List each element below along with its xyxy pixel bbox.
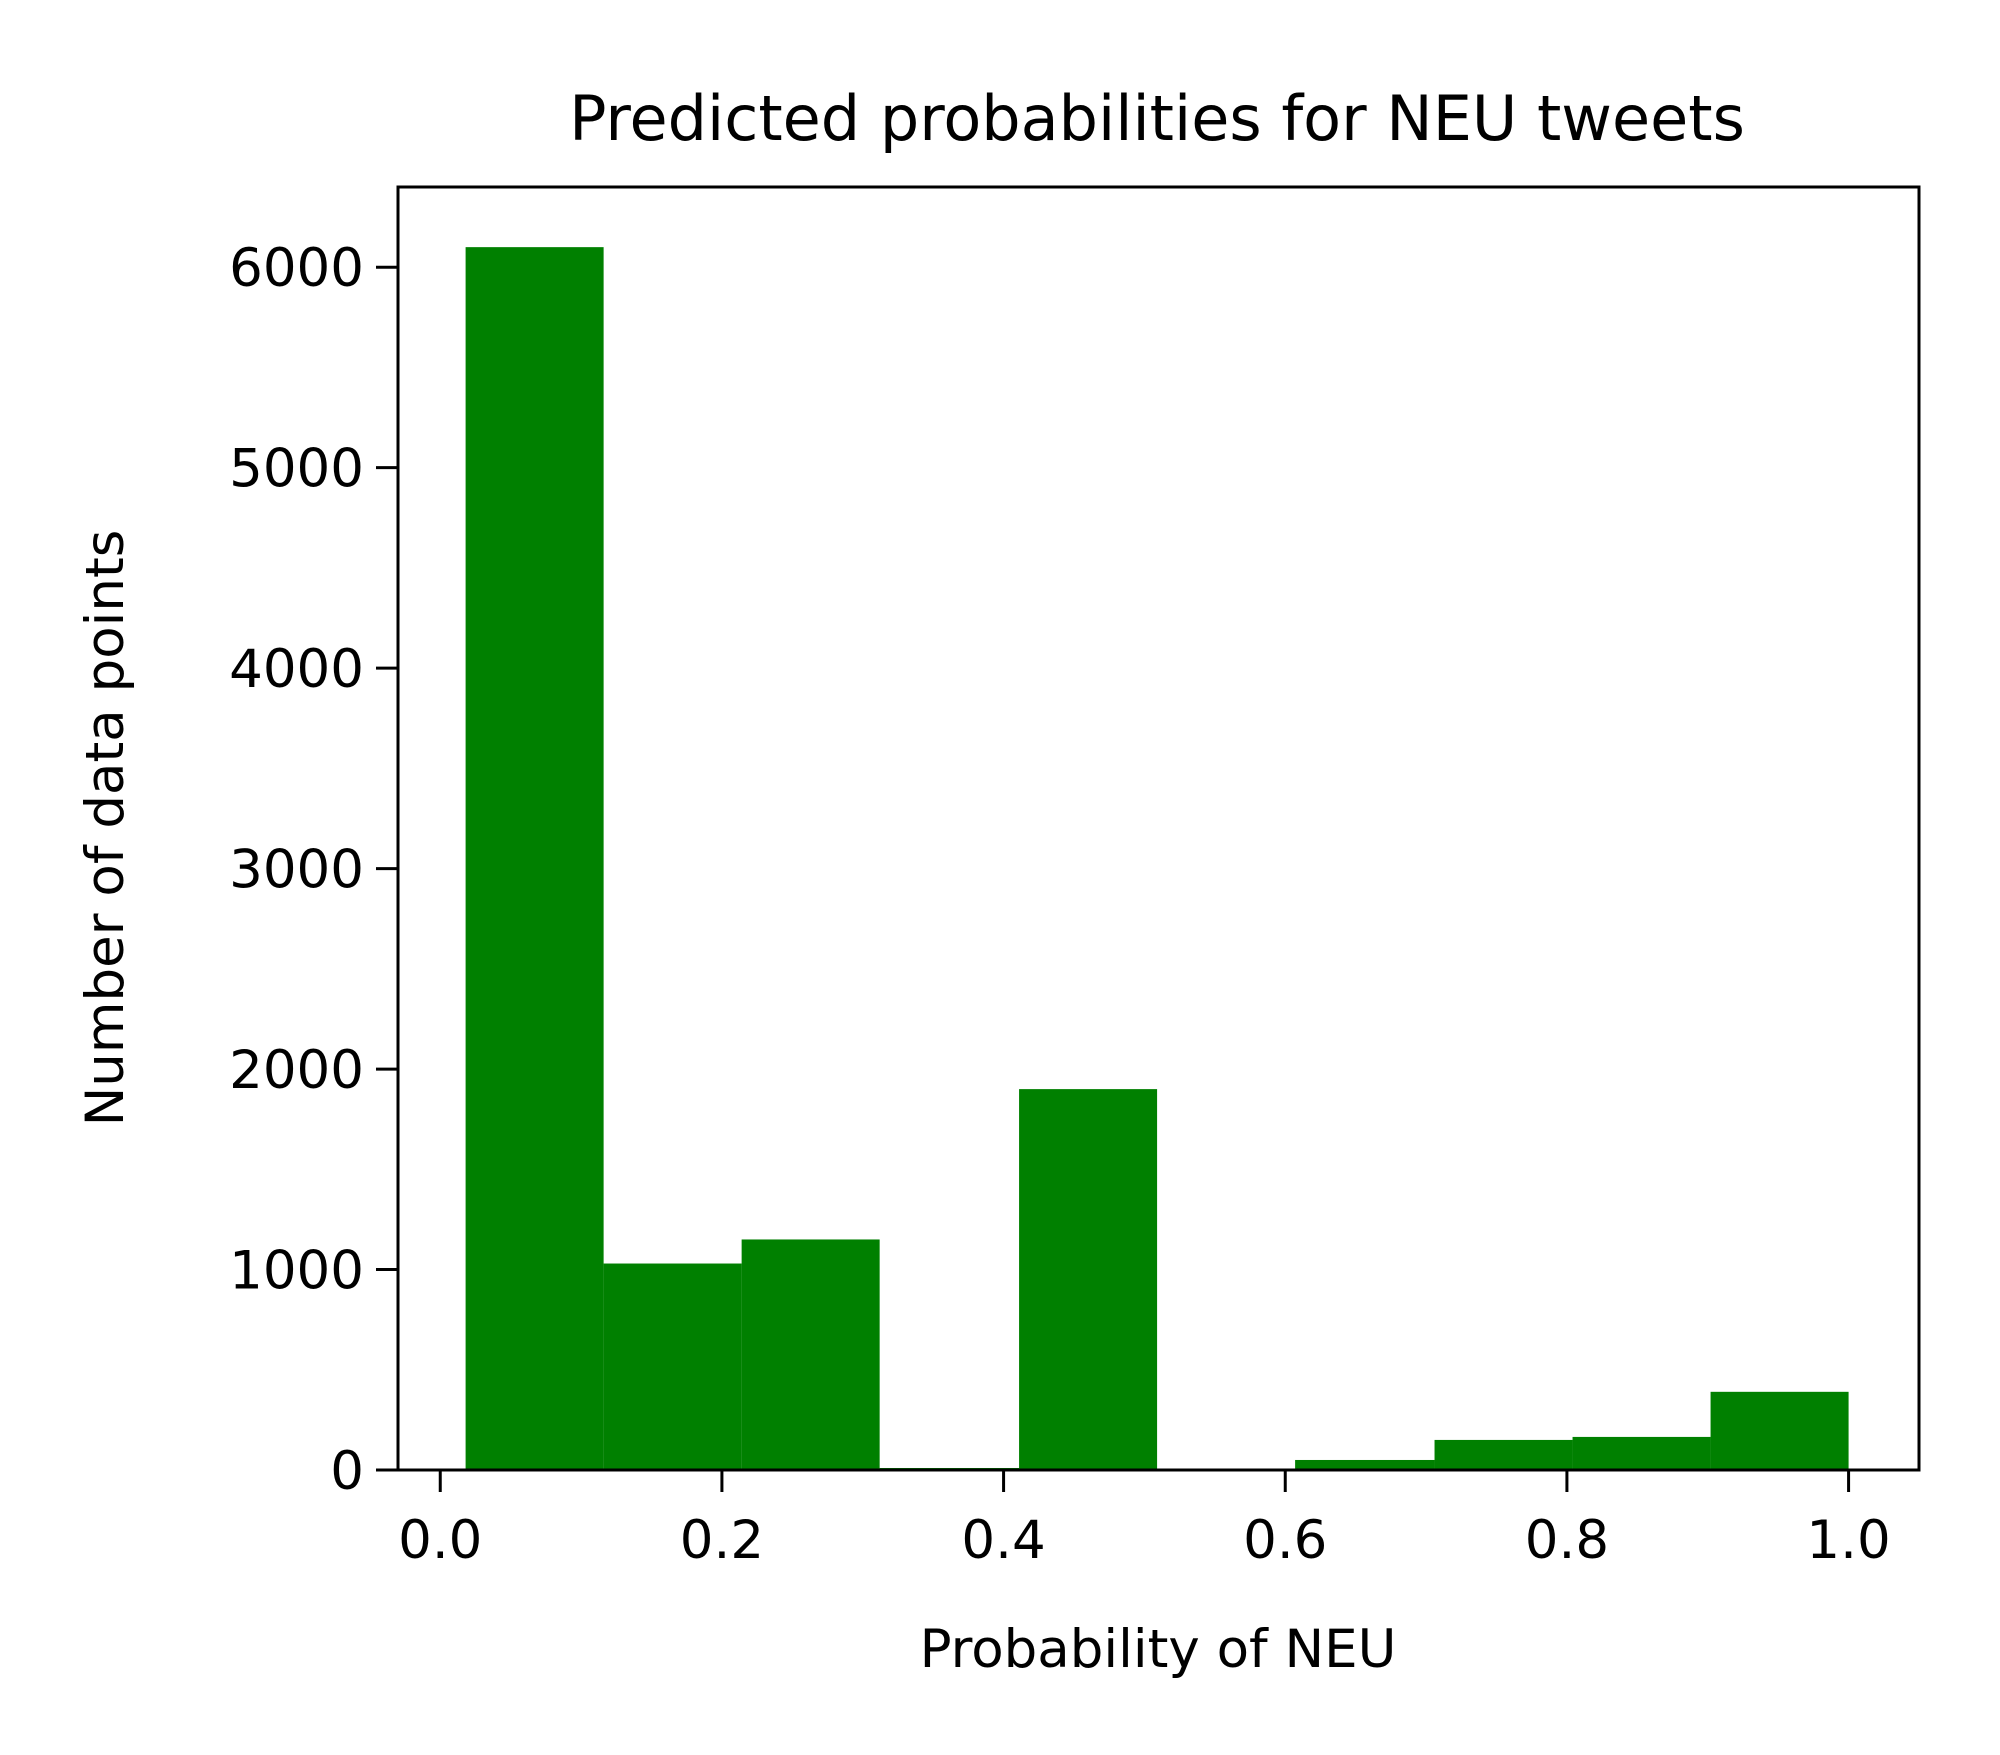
x-tick-label-5: 1.0 (1806, 1510, 1890, 1571)
plot-area-frame (396, 185, 1921, 1472)
x-tick-label-3: 0.6 (1243, 1510, 1327, 1571)
y-axis-label: Number of data points (75, 530, 136, 1127)
histogram-bar-10 (1710, 1391, 1849, 1470)
y-tick-label-0: 0 (330, 1441, 364, 1502)
x-tick-label-4: 0.8 (1525, 1510, 1609, 1571)
x-tick-label-0: 0.0 (398, 1510, 482, 1571)
x-tick-label-1: 0.2 (680, 1510, 764, 1571)
x-tick-label-2: 0.4 (961, 1510, 1045, 1571)
chart-title: Predicted probabilities for NEU tweets (569, 82, 1745, 155)
y-tick-label-2: 2000 (229, 1040, 364, 1101)
histogram-bar-2 (603, 1263, 742, 1470)
histogram-bar-7 (1295, 1459, 1435, 1470)
histogram-bar-9 (1572, 1436, 1711, 1470)
histogram-bar-5 (1019, 1089, 1158, 1470)
x-axis-ticks: 0.0 0.2 0.4 0.6 0.8 1.0 (398, 1470, 1891, 1571)
histogram-bar-3 (741, 1239, 880, 1470)
x-axis-label: Probability of NEU (920, 1619, 1397, 1680)
y-tick-label-5: 5000 (229, 439, 364, 500)
y-tick-label-3: 3000 (229, 840, 364, 901)
histogram-bar-8 (1434, 1439, 1573, 1470)
histogram-bar-1 (465, 247, 604, 1470)
y-tick-label-6: 6000 (229, 238, 364, 299)
bars-layer (465, 247, 1849, 1470)
y-tick-label-1: 1000 (229, 1241, 364, 1302)
y-tick-label-4: 4000 (229, 639, 364, 700)
y-axis-ticks: 0 1000 2000 3000 4000 5000 6000 (229, 238, 398, 1502)
